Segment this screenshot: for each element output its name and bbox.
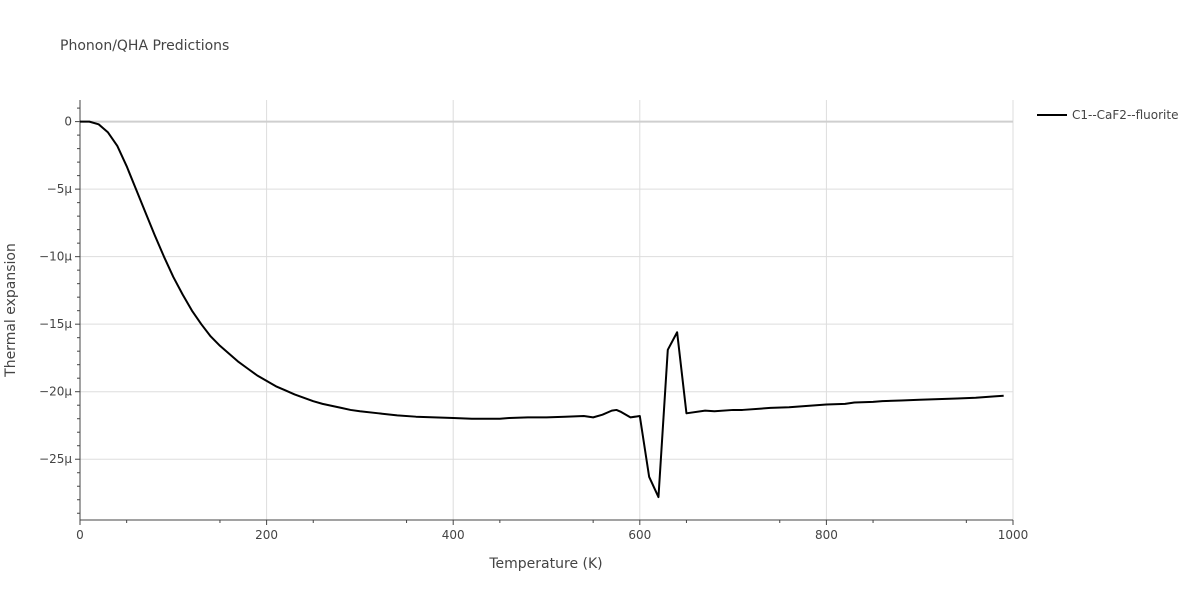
chart-title: Phonon/QHA Predictions — [60, 38, 229, 54]
x-tick-label: 0 — [76, 528, 84, 542]
x-tick-label: 1000 — [998, 528, 1029, 542]
legend[interactable]: C1--CaF2--fluorite — [1037, 108, 1178, 122]
x-tick-label: 600 — [628, 528, 651, 542]
series-layer — [80, 120, 1004, 499]
series-line-0[interactable] — [80, 120, 1004, 499]
y-tick-label: −20μ — [39, 385, 72, 399]
y-axis-label: Thermal expansion — [3, 243, 19, 378]
y-tick-label: −10μ — [39, 250, 72, 264]
axes-layer — [79, 100, 1013, 521]
y-tick-label: −25μ — [39, 452, 72, 466]
x-tick-label: 800 — [815, 528, 838, 542]
legend-entry-label: C1--CaF2--fluorite — [1072, 108, 1178, 122]
grid-layer — [80, 100, 1014, 520]
y-tick-label: 0 — [64, 115, 72, 129]
x-tick-label: 200 — [255, 528, 278, 542]
x-tick-label: 400 — [442, 528, 465, 542]
x-axis-label: Temperature (K) — [488, 556, 602, 572]
y-tick-label: −15μ — [39, 317, 72, 331]
ticks-layer: 0 200 400 600 800 1000 0 −5μ −10μ −15μ −20μ −25μ — [39, 107, 1029, 542]
y-tick-label: −5μ — [47, 182, 73, 196]
